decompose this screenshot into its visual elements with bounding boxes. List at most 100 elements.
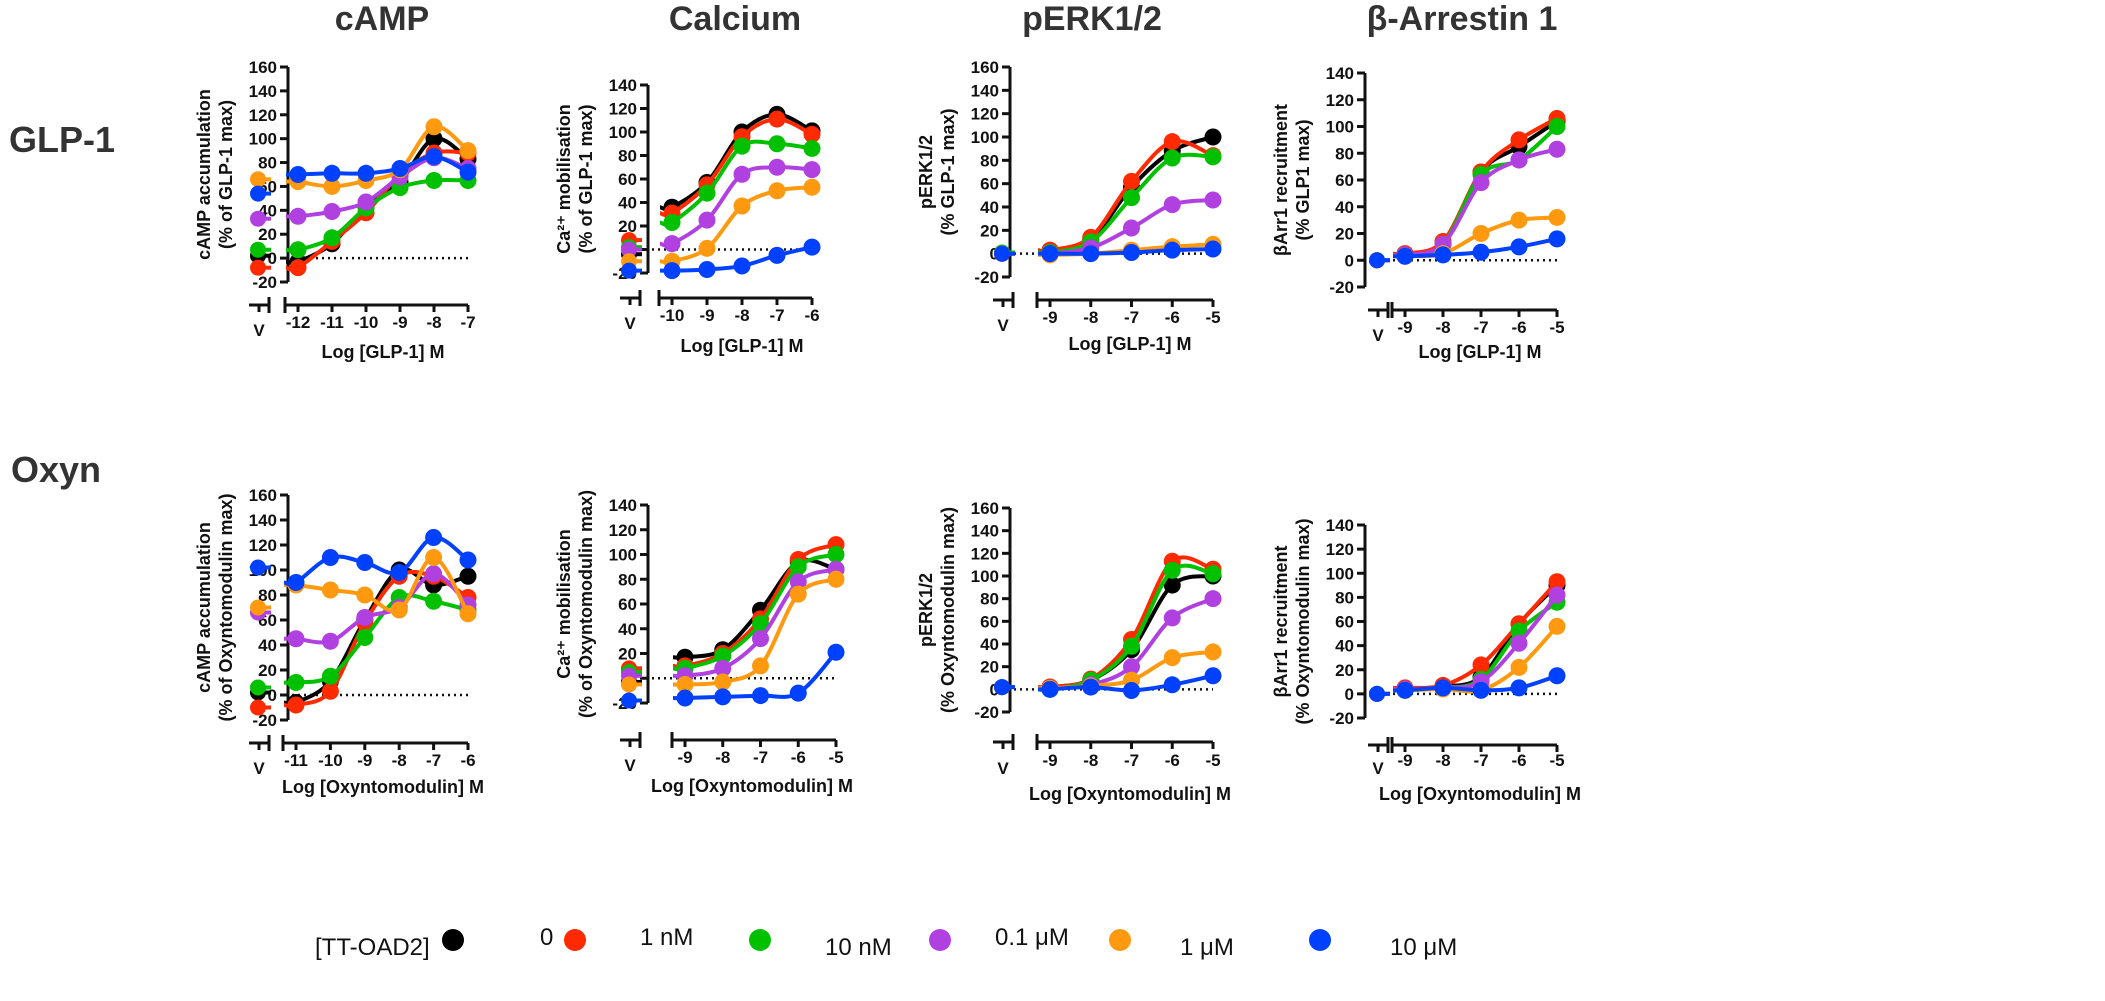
x-axis-label: Log [Oxyntomodulin] M (282, 777, 484, 797)
y-tick-label: 140 (249, 511, 277, 530)
data-point (1204, 590, 1222, 608)
y-tick-label: 0 (990, 680, 999, 699)
data-point (390, 601, 408, 619)
data-point (357, 193, 375, 211)
data-point (1163, 609, 1181, 627)
x-tick-label: -9 (1042, 308, 1057, 327)
y-tick-label: 60 (1335, 613, 1354, 632)
vehicle-point (994, 245, 1010, 262)
x-tick-label: -10 (318, 751, 343, 770)
y-tick-label: 100 (1326, 564, 1354, 583)
data-point (323, 203, 341, 221)
y-tick-label: 100 (609, 123, 637, 142)
y-tick-label: 40 (1335, 198, 1354, 217)
data-point (321, 667, 339, 685)
x-tick-label: -7 (1473, 318, 1488, 337)
x-tick-label: -11 (284, 751, 308, 770)
x-tick-label: -8 (1435, 751, 1450, 770)
data-point (1472, 681, 1490, 699)
data-point (803, 238, 821, 256)
data-point (425, 118, 443, 136)
y-tick-label: 40 (980, 635, 999, 654)
y-tick-label: -20 (252, 711, 277, 730)
y-axis-label: (% of GLP-1 max) (576, 104, 596, 253)
legend-marker (564, 929, 586, 951)
data-point (663, 213, 681, 231)
y-tick-label: 40 (618, 620, 637, 639)
vehicle-label: V (997, 759, 1009, 778)
y-tick-label: 120 (609, 100, 637, 119)
data-point (1548, 230, 1566, 248)
y-axis-label: (% GLP1 max) (1293, 119, 1313, 240)
data-point (789, 573, 807, 591)
data-point (1510, 238, 1528, 256)
curve-10nM (1037, 152, 1214, 256)
x-tick-label: -7 (1124, 751, 1139, 770)
panel-6: -20 0 20 40 60 80 100 120 140 160 pERK1/2 (% Oxynto… (916, 499, 1231, 804)
y-tick-label: 60 (618, 170, 637, 189)
y-axis-label: pERK1/2 (916, 573, 936, 647)
y-tick-label: 20 (1335, 661, 1354, 680)
data-point (425, 130, 443, 148)
y-tick-label: 60 (980, 175, 999, 194)
x-tick-label: -8 (715, 748, 730, 767)
x-tick-label: -7 (1124, 308, 1139, 327)
data-point (356, 629, 374, 646)
y-tick-label: 20 (258, 661, 277, 680)
data-point (1204, 667, 1222, 685)
x-tick-label: -8 (1083, 751, 1098, 770)
vehicle-point (621, 676, 637, 693)
data-point (1041, 680, 1059, 698)
data-point (1123, 172, 1140, 190)
x-tick-label: -7 (769, 306, 784, 325)
data-point (356, 554, 374, 571)
data-point (321, 632, 339, 650)
data-point (1548, 667, 1566, 685)
data-point (1396, 247, 1414, 265)
legend-label: 1 μM (1180, 934, 1234, 961)
legend-label: 1 nM (640, 924, 693, 951)
y-axis-label: βArr1 recruitment (1271, 104, 1291, 256)
x-tick-label: -7 (753, 748, 768, 767)
y-tick-label: 0 (268, 249, 277, 268)
y-tick-label: 100 (1326, 118, 1354, 137)
data-point (698, 260, 716, 278)
legend-label: 10 nM (825, 934, 892, 961)
y-tick-label: 20 (980, 221, 999, 240)
data-point (323, 229, 341, 247)
data-point (1472, 243, 1490, 261)
x-axis-label: Log [GLP-1] M (1419, 342, 1542, 362)
y-tick-label: 80 (258, 154, 277, 173)
y-tick-label: 0 (1345, 251, 1354, 270)
y-tick-label: 120 (249, 106, 277, 125)
y-tick-label: 20 (618, 645, 637, 664)
y-tick-label: 40 (618, 194, 637, 213)
y-tick-label: 40 (258, 636, 277, 655)
x-tick-label: -7 (426, 751, 441, 770)
data-point (1163, 133, 1181, 151)
y-tick-label: 40 (980, 198, 999, 217)
data-point (1510, 634, 1528, 652)
vehicle-point (621, 692, 637, 709)
y-tick-label: 160 (249, 58, 277, 77)
data-point (1510, 658, 1528, 676)
row-label-glp1: GLP-1 (9, 119, 115, 160)
data-point (698, 184, 716, 202)
panel-3: -20 0 20 40 60 80 100 120 140 βArr1 recruitment (%… (1271, 64, 1566, 362)
x-tick-label: -5 (1205, 308, 1220, 327)
data-point (1548, 208, 1566, 226)
vehicle-label: V (253, 759, 265, 778)
y-tick-label: -20 (1329, 278, 1354, 297)
y-tick-label: 100 (971, 128, 999, 147)
x-tick-label: -5 (1549, 318, 1564, 337)
x-tick-label: -10 (660, 306, 685, 325)
data-point (768, 182, 786, 200)
y-tick-label: -20 (252, 273, 277, 292)
data-point (827, 570, 845, 588)
vehicle-label: V (1372, 326, 1384, 345)
y-tick-label: 60 (1335, 171, 1354, 190)
x-tick-label: -6 (791, 748, 806, 767)
x-tick-label: -9 (699, 306, 714, 325)
